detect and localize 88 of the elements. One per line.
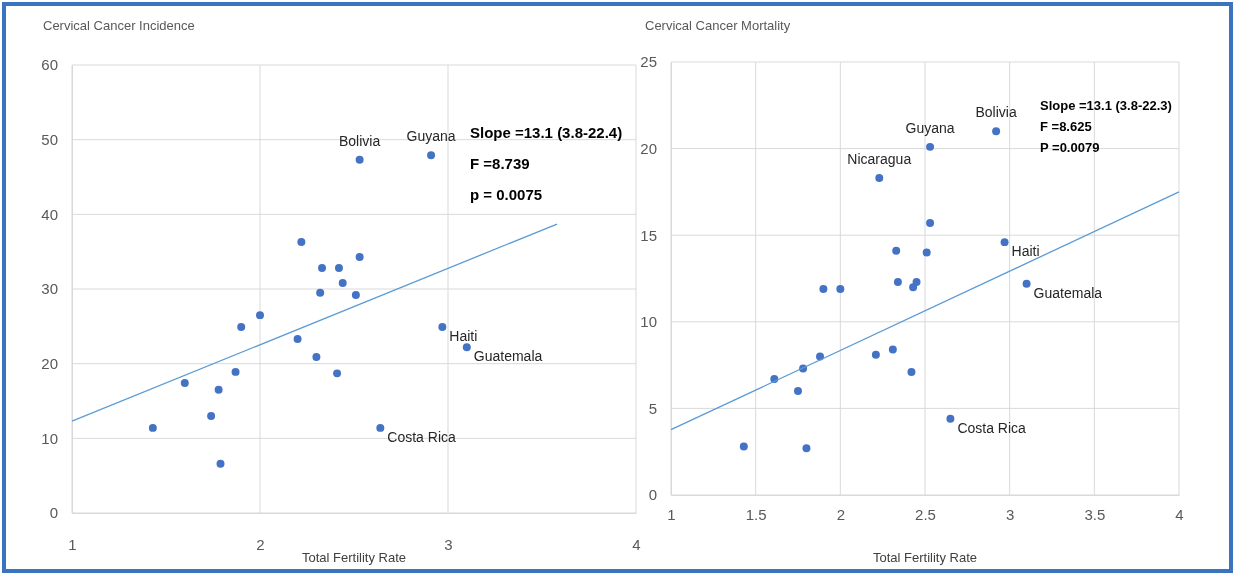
y-tick-label: 10 xyxy=(640,313,657,331)
point xyxy=(893,277,902,286)
point xyxy=(871,350,880,359)
point xyxy=(355,252,364,261)
point xyxy=(231,367,240,376)
y-tick-label: 0 xyxy=(648,486,657,504)
annotation: Bolivia xyxy=(975,104,1017,121)
y-tick-label: 15 xyxy=(640,226,657,244)
point xyxy=(334,264,343,273)
y-tick-label: 10 xyxy=(41,429,58,447)
point xyxy=(926,219,935,228)
point xyxy=(297,237,306,246)
point xyxy=(293,335,302,344)
annotation: Haiti xyxy=(449,328,478,345)
point xyxy=(992,127,1001,136)
point xyxy=(739,442,748,451)
x-axis-title: Total Fertility Rate xyxy=(872,550,978,565)
x-tick-label: 1 xyxy=(667,505,676,523)
annotation: Slope =13.1 (3.8-22.4) xyxy=(470,124,623,141)
annotation: Nicaragua xyxy=(847,151,912,168)
y-tick-label: 50 xyxy=(41,130,58,148)
annotation: Slope =13.1 (3.8-22.3) xyxy=(1040,98,1172,113)
point xyxy=(816,352,824,361)
annotation: Guatemala xyxy=(1033,284,1103,301)
annotation: Bolivia xyxy=(339,132,381,149)
point xyxy=(922,248,931,257)
point xyxy=(312,352,321,361)
point xyxy=(836,284,845,293)
x-tick-label: 2 xyxy=(836,505,846,523)
y-tick-label: 60 xyxy=(41,56,58,74)
x-tick-label: 4 xyxy=(1175,505,1184,523)
point xyxy=(802,444,811,453)
x-tick-label: 3.5 xyxy=(1084,505,1106,523)
point xyxy=(355,155,364,164)
point xyxy=(256,311,264,320)
x-tick-label: 4 xyxy=(632,535,641,553)
point xyxy=(875,174,884,183)
point xyxy=(926,142,935,151)
y-tick-label: 20 xyxy=(640,139,657,157)
x-tick-label: 3 xyxy=(444,535,453,553)
point xyxy=(946,414,955,423)
point xyxy=(892,246,901,255)
x-tick-label: 2 xyxy=(256,535,265,553)
point xyxy=(316,288,325,297)
y-tick-label: 0 xyxy=(49,504,58,522)
point xyxy=(333,369,342,378)
chart-title: Cervical Cancer Incidence xyxy=(43,18,195,33)
point xyxy=(427,151,436,160)
point xyxy=(351,290,360,299)
point xyxy=(1000,238,1009,247)
point xyxy=(376,423,385,432)
x-axis-title: Total Fertility Rate xyxy=(301,550,407,565)
point xyxy=(462,343,471,352)
x-tick-label: 2.5 xyxy=(915,505,936,523)
point xyxy=(214,385,223,394)
point xyxy=(318,264,327,273)
annotation: Costa Rica xyxy=(387,428,456,445)
x-tick-label: 1 xyxy=(68,535,77,553)
annotation: Guyana xyxy=(406,128,456,145)
point xyxy=(180,379,189,388)
point xyxy=(148,423,157,432)
y-tick-label: 20 xyxy=(41,354,58,372)
point xyxy=(438,323,447,332)
annotation: F =8.739 xyxy=(470,155,530,172)
point xyxy=(907,368,916,377)
annotation: Guyana xyxy=(905,119,955,136)
point xyxy=(338,279,347,288)
chart-title: Cervical Cancer Mortality xyxy=(645,18,791,33)
annotation: p = 0.0075 xyxy=(470,186,543,203)
annotation: Costa Rica xyxy=(957,419,1027,436)
point xyxy=(888,345,897,354)
annotation: Haiti xyxy=(1011,243,1040,260)
y-tick-label: 25 xyxy=(640,53,657,71)
x-tick-label: 3 xyxy=(1005,505,1015,523)
point xyxy=(819,284,828,293)
point xyxy=(207,411,216,420)
point xyxy=(912,277,921,286)
y-tick-label: 30 xyxy=(41,280,58,298)
y-tick-label: 40 xyxy=(41,205,58,223)
y-tick-label: 5 xyxy=(648,399,657,417)
annotation: Guatemala xyxy=(473,348,543,365)
annotation: F =8.625 xyxy=(1040,119,1092,134)
annotation: P =0.0079 xyxy=(1040,140,1100,155)
point xyxy=(794,387,802,396)
point xyxy=(1022,279,1031,288)
point xyxy=(216,459,225,468)
point xyxy=(237,323,246,332)
x-tick-label: 1.5 xyxy=(745,505,767,523)
